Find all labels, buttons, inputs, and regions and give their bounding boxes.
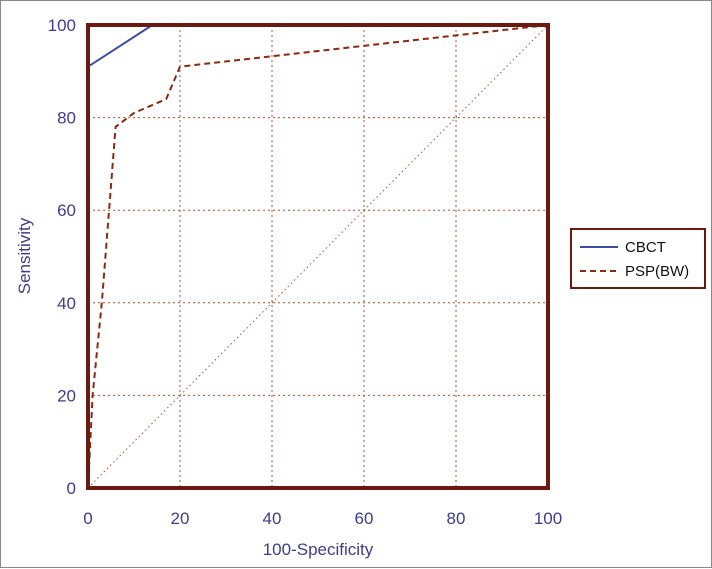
y-tick-label: 100	[48, 16, 76, 35]
x-axis-ticks: 0 20 40 60 80 100	[83, 509, 562, 528]
y-tick-label: 40	[57, 294, 76, 313]
legend-label-psp-bw: PSP(BW)	[625, 263, 689, 280]
y-axis-label: Sensitivity	[15, 217, 34, 294]
y-axis-ticks: 0 20 40 60 80 100	[48, 16, 76, 498]
legend-box	[570, 228, 706, 289]
reference-diagonal	[87, 24, 549, 489]
series-line-psp-bw	[87, 24, 549, 489]
legend-label-cbct: CBCT	[625, 239, 666, 256]
y-tick-label: 0	[67, 479, 76, 498]
x-tick-label: 60	[355, 509, 374, 528]
y-tick-label: 20	[57, 386, 76, 405]
legend: CBCT PSP(BW)	[570, 228, 706, 289]
x-axis-label: 100-Specificity	[263, 540, 374, 559]
x-tick-label: 0	[83, 509, 92, 528]
x-tick-label: 80	[447, 509, 466, 528]
y-tick-label: 60	[57, 201, 76, 220]
x-tick-label: 40	[263, 509, 282, 528]
y-tick-label: 80	[57, 109, 76, 128]
x-tick-label: 100	[534, 509, 562, 528]
x-tick-label: 20	[171, 509, 190, 528]
plot-area-border	[86, 23, 550, 490]
